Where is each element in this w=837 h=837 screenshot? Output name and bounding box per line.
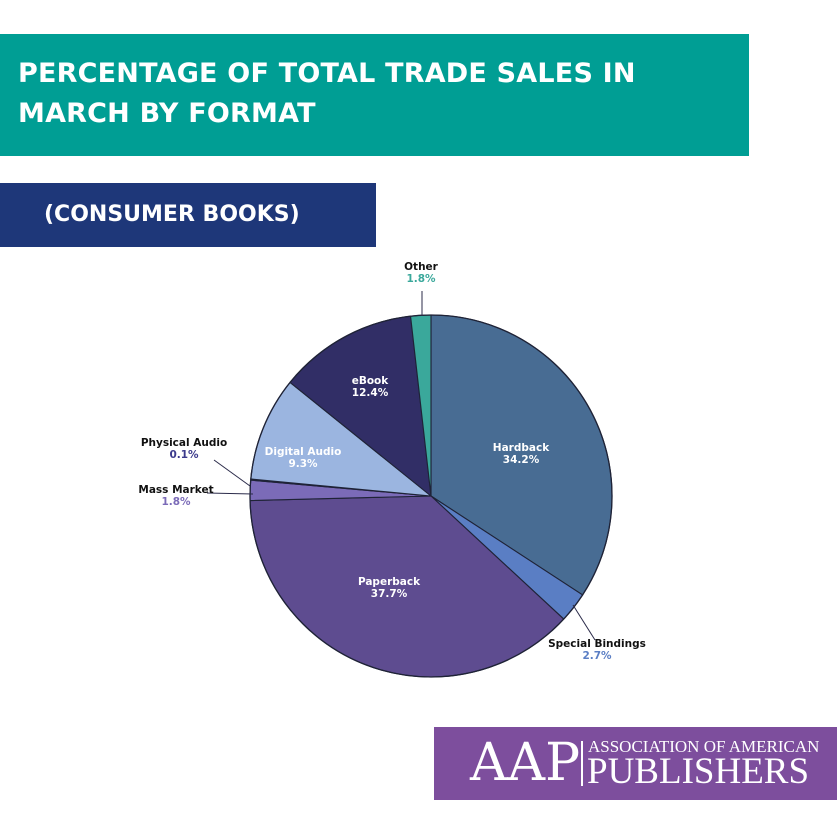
slice-value-other: 1.8%: [406, 273, 436, 285]
leader-line-mass-market: [206, 492, 254, 495]
slice-value-hardback: 34.2%: [503, 454, 540, 466]
subtitle-banner: (CONSUMER BOOKS): [0, 183, 376, 247]
slice-label-physical-audio: Physical Audio: [141, 437, 227, 449]
slice-value-physical-audio: 0.1%: [169, 449, 199, 461]
slice-value-digital-audio: 9.3%: [288, 458, 318, 470]
slice-value-ebook: 12.4%: [352, 387, 389, 399]
leader-line-special-bindings: [572, 604, 596, 641]
logo-name-line-2: PUBLISHERS: [587, 751, 810, 792]
slice-label-hardback: Hardback: [493, 442, 550, 454]
slice-label-special-bindings: Special Bindings: [548, 638, 646, 650]
slice-value-mass-market: 1.8%: [161, 496, 191, 508]
logo-divider: [581, 741, 583, 786]
slice-label-paperback: Paperback: [358, 576, 421, 588]
slice-label-other: Other: [404, 261, 439, 273]
pie-outline: [249, 314, 613, 678]
slice-label-mass-market: Mass Market: [138, 484, 213, 496]
title-banner: PERCENTAGE OF TOTAL TRADE SALES IN MARCH…: [0, 34, 749, 156]
slice-label-digital-audio: Digital Audio: [265, 446, 342, 458]
aap-logo: AAP ASSOCIATION OF AMERICAN PUBLISHERS: [434, 727, 837, 800]
slice-value-special-bindings: 2.7%: [582, 650, 612, 662]
leader-line-physical-audio: [213, 459, 251, 487]
page-title-line-2: MARCH BY FORMAT: [18, 98, 316, 129]
page-subtitle: (CONSUMER BOOKS): [44, 202, 300, 227]
logo-acronym: AAP: [470, 733, 581, 793]
page-title-line-1: PERCENTAGE OF TOTAL TRADE SALES IN: [18, 58, 636, 89]
logo-name-line-1: ASSOCIATION OF AMERICAN: [588, 737, 820, 756]
slice-label-ebook: eBook: [352, 375, 390, 387]
slice-value-paperback: 37.7%: [371, 588, 408, 600]
